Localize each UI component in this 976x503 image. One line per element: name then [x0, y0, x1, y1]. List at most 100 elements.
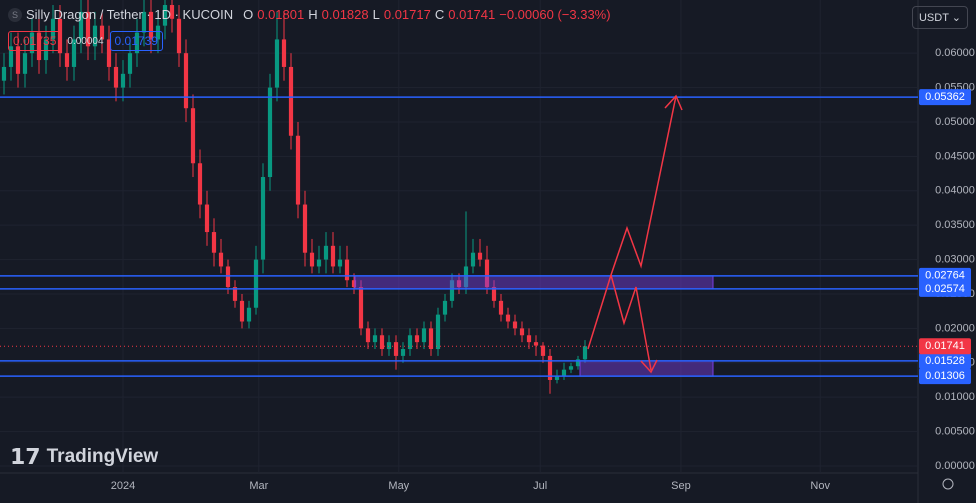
candle-body	[442, 300, 448, 315]
projection-arrows	[587, 94, 683, 374]
candle-body	[344, 259, 350, 281]
candle-body	[463, 266, 469, 288]
candle-body	[120, 73, 126, 88]
candle-body	[505, 314, 511, 322]
candle-body	[106, 39, 112, 67]
y-tick-label: 0.06000	[935, 47, 975, 59]
candle-body	[393, 342, 399, 356]
ohlc-value: 0.01717	[383, 7, 431, 22]
candle-body	[71, 39, 77, 67]
candle-body	[372, 335, 378, 343]
candle-body	[351, 280, 357, 288]
level-label-box	[919, 267, 971, 284]
x-tick-label: Jul	[533, 480, 547, 492]
candle-body	[498, 300, 504, 315]
last-price-box	[919, 338, 971, 355]
candle-body	[526, 335, 532, 343]
ohlc-label: O	[243, 7, 254, 22]
level-label: 0.01528	[925, 355, 965, 367]
sell-price[interactable]: 0.01735	[8, 31, 62, 51]
level-label-box	[919, 280, 971, 297]
candle-body	[169, 5, 175, 19]
buy-price[interactable]: 0.01739	[109, 31, 163, 51]
candle-body	[288, 66, 294, 136]
candle-body	[176, 18, 182, 54]
ohlc-label: L	[372, 7, 380, 22]
candle-body	[50, 18, 56, 40]
candle-body	[386, 342, 392, 350]
last-price-label: 0.01741	[925, 340, 965, 352]
candle-body	[561, 369, 567, 377]
candle-body	[141, 11, 147, 33]
candle-body	[449, 280, 455, 301]
candle-body	[148, 11, 154, 40]
candle-body	[414, 335, 420, 343]
candle-body	[456, 280, 462, 288]
level-label-box	[919, 89, 971, 106]
candle-body	[8, 46, 14, 67]
candle-body	[232, 287, 238, 301]
candle-body	[197, 163, 203, 205]
candle-body	[246, 307, 252, 322]
candle-body	[358, 287, 364, 329]
bullish-path	[587, 95, 677, 350]
candle-body	[274, 39, 280, 88]
change: −0.00060 (−3.33%)	[499, 7, 611, 22]
y-tick-label: 0.01000	[935, 391, 975, 403]
level-label-box	[919, 352, 971, 369]
candle-body	[477, 252, 483, 260]
arrow-head	[640, 359, 658, 374]
candle-body	[253, 259, 259, 308]
candle-body	[533, 342, 539, 346]
y-tick-label: 0.02000	[935, 322, 975, 334]
currency-button[interactable]: USDT ⌄	[911, 6, 968, 29]
candle-body	[512, 321, 518, 329]
legend-header: S Silly Dragon / Tether · 1D · KUCOIN O 0…	[8, 7, 611, 22]
candle-body	[57, 18, 63, 54]
candle-body	[484, 259, 490, 288]
candle-body	[225, 266, 231, 288]
candle-body	[85, 11, 91, 47]
candle-body	[127, 53, 133, 74]
candle-body	[92, 25, 98, 47]
candle-body	[337, 259, 343, 267]
candle-body	[1, 66, 7, 81]
x-tick-label: Nov	[810, 480, 830, 492]
candle-body	[204, 204, 210, 233]
currency: USDT	[918, 12, 949, 24]
candle-body	[29, 32, 35, 54]
candle-body	[519, 328, 525, 336]
x-tick-label: Mar	[249, 480, 268, 492]
candle-body	[365, 328, 371, 343]
candle-body	[470, 252, 476, 267]
candle-body	[162, 5, 168, 26]
level-label: 0.01306	[925, 370, 965, 382]
candle-body	[260, 177, 266, 260]
logo-mark: 𝟭𝟳	[10, 444, 41, 469]
spread: 0.00004	[67, 35, 104, 47]
level-label: 0.05362	[925, 91, 965, 103]
candle-body	[309, 252, 315, 267]
x-tick-label: May	[388, 480, 409, 492]
candle-body	[155, 25, 161, 40]
candle-body	[183, 53, 189, 109]
candle-body	[323, 245, 329, 260]
candle-body	[435, 314, 441, 350]
level-label: 0.02764	[925, 270, 965, 282]
logo-text: TradingView	[46, 446, 159, 467]
level-label-box	[919, 368, 971, 385]
zone	[354, 275, 714, 290]
settings-icon[interactable]	[942, 478, 954, 490]
level-label: 0.02574	[925, 283, 965, 295]
candle-body	[428, 328, 434, 350]
symbol-icon: S	[8, 7, 22, 22]
x-tick-label: 2024	[111, 480, 135, 492]
candle-body	[582, 346, 588, 360]
candle-body	[113, 66, 119, 88]
candle-body	[421, 328, 427, 343]
ohlc-value: 0.01828	[321, 7, 369, 22]
logo: 𝟭𝟳 TradingView	[10, 444, 158, 470]
symbol-title: Silly Dragon / Tether · 1D · KUCOIN	[26, 7, 234, 22]
y-tick-label: 0.04500	[935, 150, 975, 162]
